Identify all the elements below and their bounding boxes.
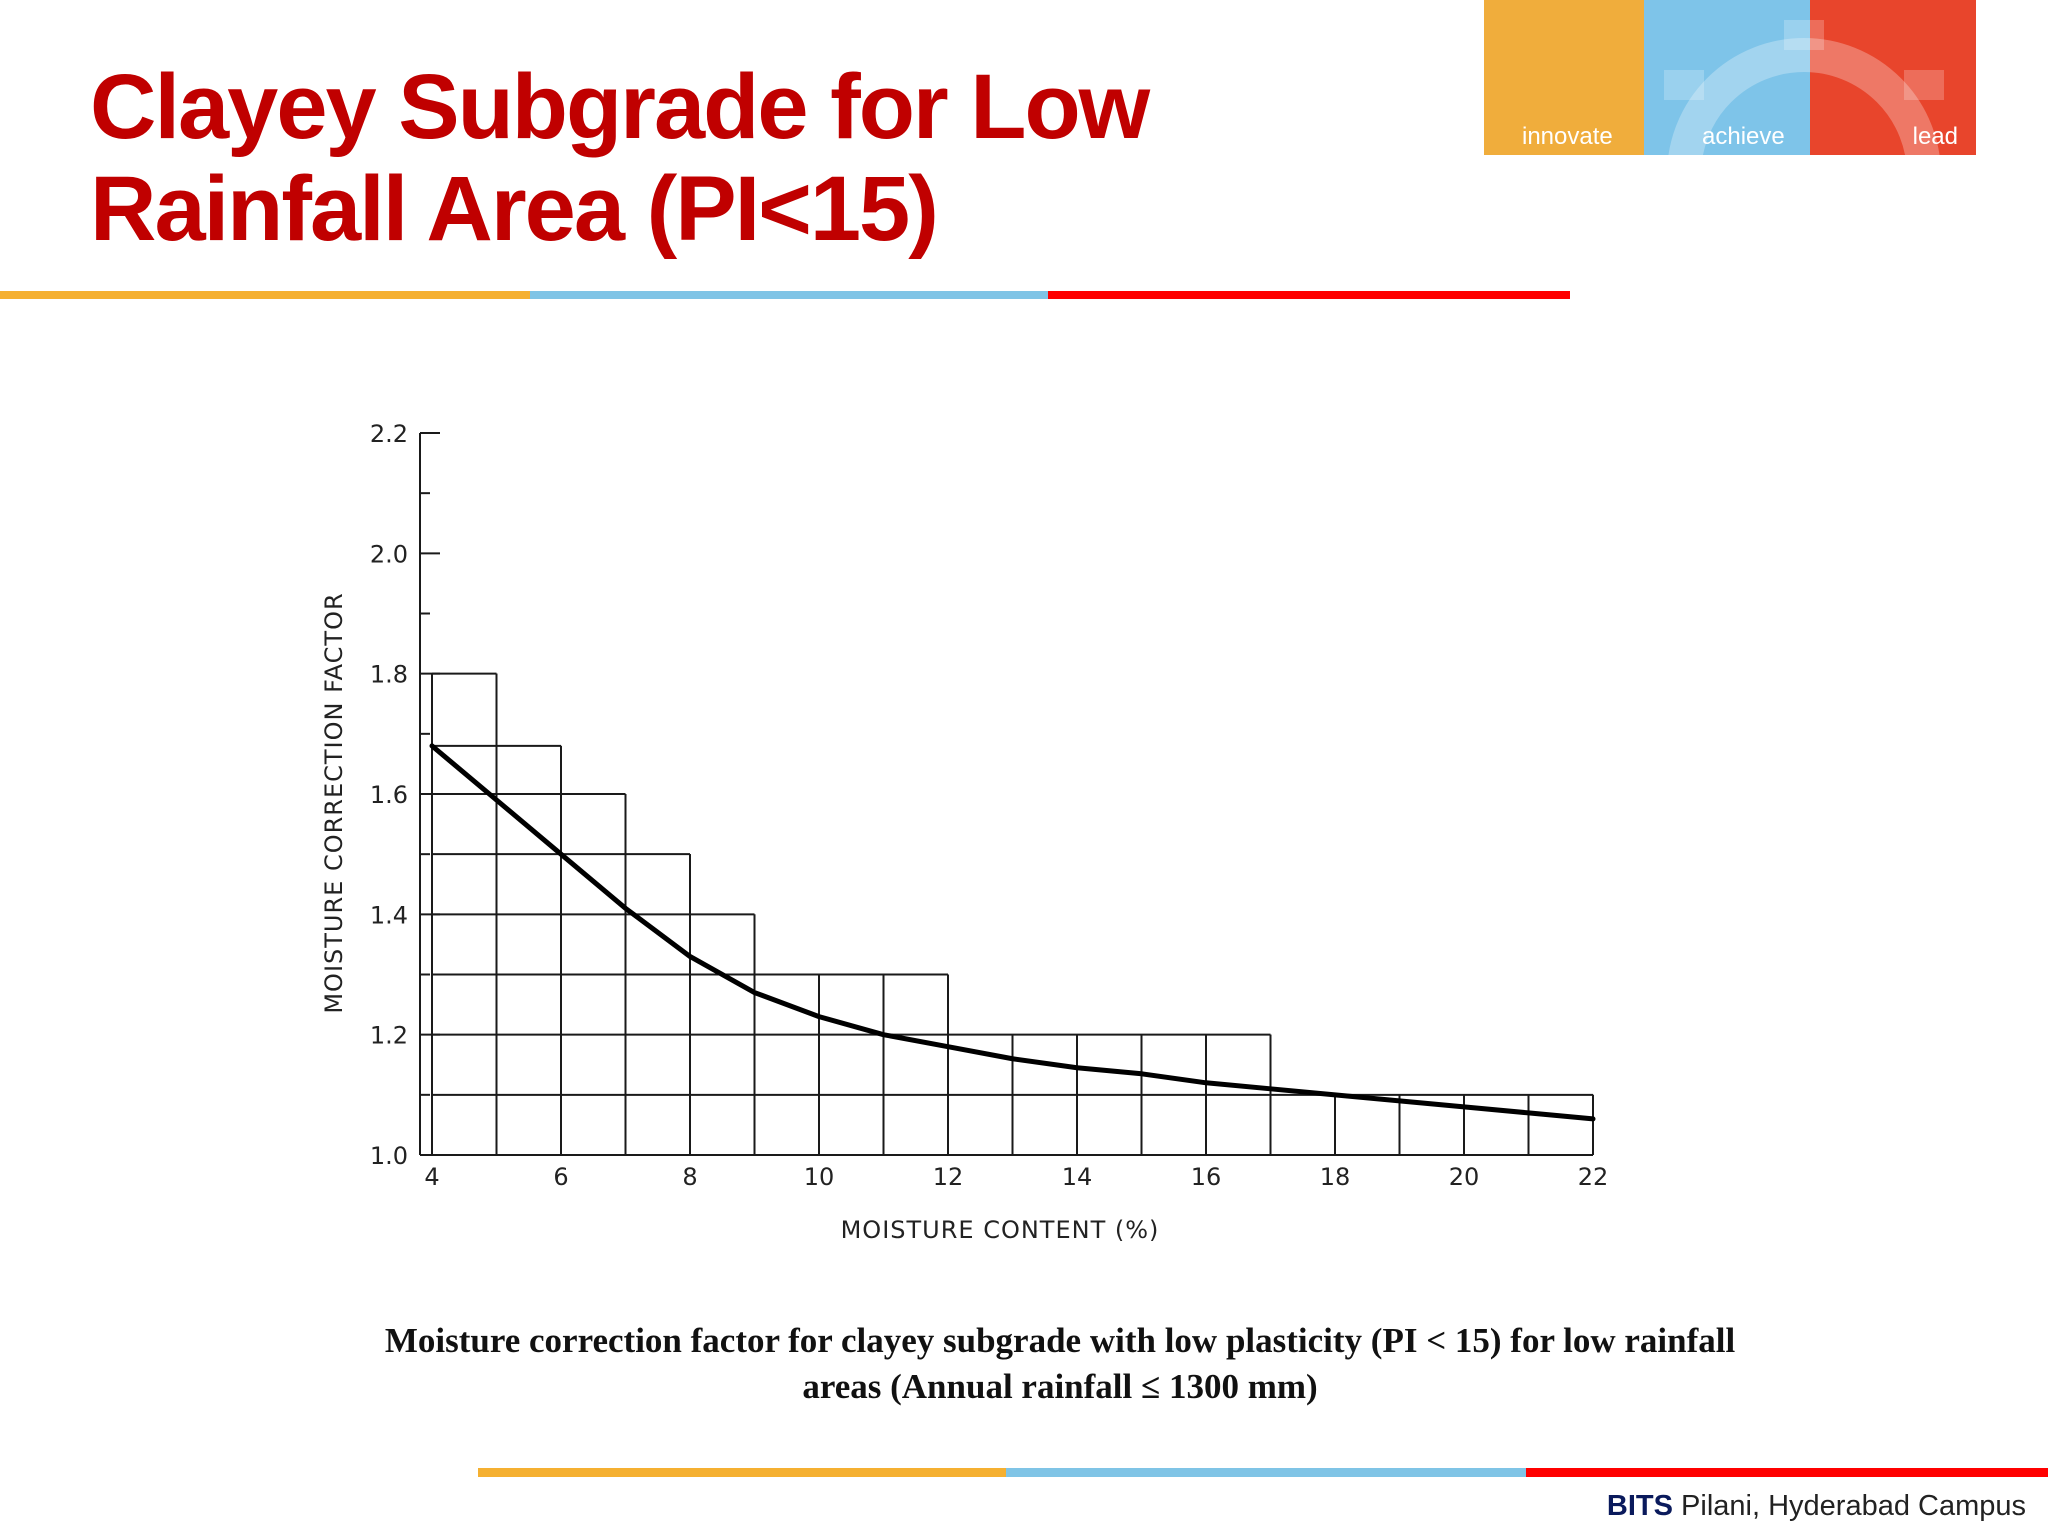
title-line-2: Rainfall Area (PI<15): [90, 158, 939, 260]
bits-logo: innovate achieve lead: [1484, 0, 1976, 155]
data-point: [817, 1015, 821, 1019]
x-tick-label: 18: [1320, 1163, 1351, 1191]
data-point: [753, 991, 756, 995]
caption-line-1: Moisture correction factor for clayey su…: [384, 1321, 1736, 1360]
data-point: [882, 1033, 885, 1037]
logo-segment-innovate: innovate: [1484, 0, 1644, 155]
data-point: [1269, 1087, 1272, 1091]
data-point: [688, 954, 692, 958]
divider-segment-blue: [1006, 1468, 1526, 1477]
slide-title: Clayey Subgrade for Low Rainfall Area (P…: [90, 56, 1390, 260]
data-point: [1591, 1117, 1595, 1121]
title-divider: [0, 291, 1570, 299]
y-axis-label: MOISTURE CORRECTION FACTOR: [320, 592, 348, 1013]
y-tick-label: 2.2: [370, 420, 408, 448]
divider-segment-orange: [478, 1468, 1006, 1477]
divider-segment-red: [1048, 291, 1570, 299]
data-point: [495, 798, 498, 802]
x-tick-label: 14: [1062, 1163, 1093, 1191]
data-point: [624, 906, 627, 910]
y-tick-label: 1.6: [370, 781, 408, 809]
caption-line-2: areas (Annual rainfall ≤ 1300 mm): [802, 1367, 1318, 1406]
data-point: [1011, 1057, 1014, 1061]
x-tick-label: 8: [682, 1163, 697, 1191]
x-axis-label: MOISTURE CONTENT (%): [841, 1216, 1160, 1244]
logo-word-lead: lead: [1912, 123, 1958, 150]
chart-container: 1.0 1.2 1.4 1.6 1.8 2.0 2.2 4 6 8 10 12 14 16 18 20 22 MO…: [280, 395, 1660, 1275]
figure-caption: Moisture correction factor for clayey su…: [180, 1318, 1940, 1410]
data-point: [1075, 1066, 1079, 1070]
logo-word-achieve: achieve: [1702, 123, 1785, 150]
logo-segment-achieve: achieve: [1644, 0, 1810, 155]
y-tick-label: 1.2: [370, 1022, 408, 1050]
data-point: [1398, 1099, 1401, 1103]
data-point: [430, 744, 434, 748]
divider-segment-blue: [530, 291, 1048, 299]
x-tick-label: 6: [553, 1163, 568, 1191]
data-point: [1462, 1105, 1466, 1109]
x-tick-label: 20: [1449, 1163, 1480, 1191]
data-point: [1527, 1111, 1530, 1115]
divider-segment-red: [1526, 1468, 2048, 1477]
x-tick-label: 4: [424, 1163, 439, 1191]
footer-divider: [478, 1468, 2048, 1477]
x-tick-label: 12: [933, 1163, 964, 1191]
logo-segment-lead: lead: [1810, 0, 1976, 155]
data-point: [946, 1045, 950, 1049]
x-tick-label: 22: [1578, 1163, 1609, 1191]
y-tick-label: 2.0: [370, 540, 408, 568]
x-tick-label: 10: [804, 1163, 835, 1191]
moisture-correction-chart: 1.0 1.2 1.4 1.6 1.8 2.0 2.2 4 6 8 10 12 14 16 18 20 22 MO…: [320, 420, 1609, 1244]
gear-icon: [1664, 20, 1944, 155]
y-tick-label: 1.0: [370, 1142, 408, 1170]
footer-campus: BITS Pilani, Hyderabad Campus: [1607, 1490, 2026, 1523]
data-point: [1333, 1093, 1337, 1097]
footer-campus-text: Pilani, Hyderabad Campus: [1672, 1490, 2026, 1522]
y-tick-label: 1.8: [370, 661, 408, 689]
data-point: [1204, 1081, 1208, 1085]
logo-word-innovate: innovate: [1522, 123, 1613, 150]
title-line-1: Clayey Subgrade for Low: [90, 56, 1150, 158]
data-point: [1140, 1072, 1143, 1076]
data-point: [559, 852, 563, 856]
x-tick-label: 16: [1191, 1163, 1222, 1191]
y-tick-label: 1.4: [370, 901, 408, 929]
divider-segment-orange: [0, 291, 530, 299]
footer-brand: BITS: [1606, 1490, 1673, 1522]
